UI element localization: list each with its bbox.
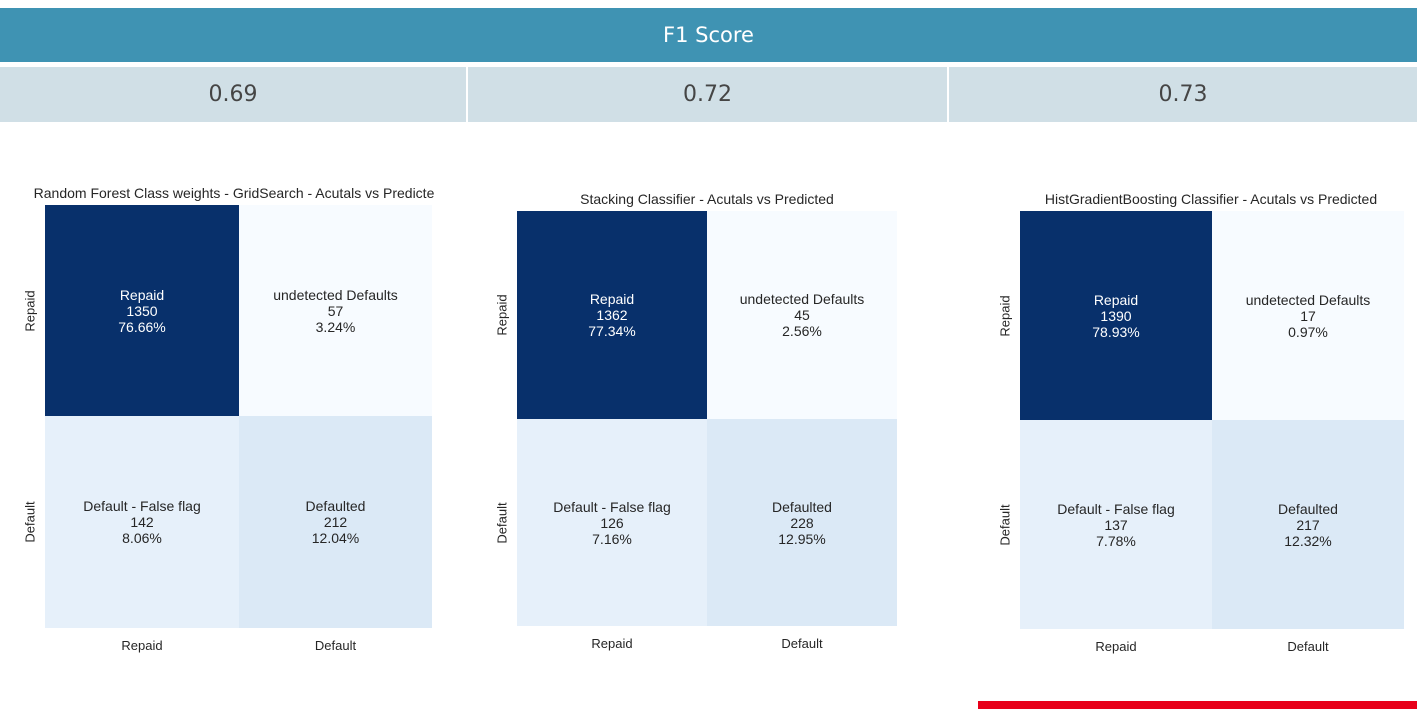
heatmap-cell: undetected Defaults 17 0.97% bbox=[1212, 211, 1404, 420]
x-tick-label: Repaid bbox=[121, 638, 163, 653]
heatmap-cell: undetected Defaults 57 3.24% bbox=[239, 205, 432, 416]
x-tick-label: Repaid bbox=[1095, 639, 1137, 654]
cell-percent: 12.04% bbox=[311, 530, 360, 546]
heatmap-cell: Defaulted 228 12.95% bbox=[707, 419, 897, 626]
heatmap-cell: Default - False flag 126 7.16% bbox=[517, 419, 707, 626]
highlight-underline bbox=[978, 701, 1417, 709]
cell-percent: 0.97% bbox=[1288, 323, 1328, 340]
cell-percent: 77.34% bbox=[588, 323, 636, 339]
cell-label: Repaid bbox=[589, 291, 635, 307]
cell-label: Default - False flag bbox=[1057, 500, 1175, 517]
cell-count: 1362 bbox=[596, 307, 628, 323]
y-tick-label: Default bbox=[22, 501, 38, 543]
cell-count: 217 bbox=[1296, 516, 1320, 533]
cell-label: Defaulted bbox=[305, 498, 366, 514]
header-title: F1 Score bbox=[663, 23, 754, 47]
heatmap-cell: undetected Defaults 45 2.56% bbox=[707, 211, 897, 419]
cell-percent: 76.66% bbox=[118, 318, 166, 335]
cell-label: undetected Defaults bbox=[739, 291, 865, 307]
chart-title: Stacking Classifier - Acutals vs Predict… bbox=[580, 191, 834, 207]
cell-percent: 3.24% bbox=[315, 318, 356, 335]
x-tick-label: Default bbox=[1287, 639, 1329, 654]
cell-label: Defaulted bbox=[1278, 500, 1338, 517]
cell-label: Defaulted bbox=[772, 498, 832, 515]
cell-percent: 7.78% bbox=[1096, 532, 1136, 549]
heatmap-cell: Repaid 1362 77.34% bbox=[517, 211, 707, 419]
cell-count: 228 bbox=[790, 514, 814, 531]
y-tick-label: Default bbox=[494, 501, 510, 544]
cell-label: Default - False flag bbox=[83, 498, 201, 514]
score-cell-random-forest: 0.69 bbox=[0, 67, 466, 122]
cell-count: 212 bbox=[323, 514, 348, 530]
score-cell-histgradientboosting: 0.73 bbox=[949, 67, 1417, 122]
heatmap-cell: Default - False flag 142 8.06% bbox=[45, 416, 239, 628]
cell-count: 142 bbox=[130, 514, 154, 530]
heatmap-cell: Defaulted 217 12.32% bbox=[1212, 420, 1404, 629]
heatmap-cell: Repaid 1390 78.93% bbox=[1020, 211, 1212, 420]
x-tick-label: Default bbox=[781, 636, 823, 651]
y-tick-label: Default bbox=[997, 503, 1013, 546]
cell-percent: 12.32% bbox=[1284, 532, 1332, 549]
cell-label: Default - False flag bbox=[553, 498, 671, 515]
cell-percent: 78.93% bbox=[1092, 323, 1140, 340]
chart-title: HistGradientBoosting Classifier - Acutal… bbox=[1044, 191, 1378, 207]
cell-count: 17 bbox=[1300, 307, 1316, 324]
cell-count: 1390 bbox=[1100, 307, 1132, 324]
x-tick-label: Default bbox=[314, 638, 357, 653]
cell-percent: 12.95% bbox=[778, 530, 826, 547]
f1-score-header: F1 Score bbox=[0, 8, 1417, 62]
cell-percent: 2.56% bbox=[782, 323, 822, 339]
y-tick-label: Repaid bbox=[494, 294, 510, 336]
cell-label: undetected Defaults bbox=[1245, 291, 1371, 308]
heatmap-cell: Defaulted 212 12.04% bbox=[239, 416, 432, 628]
cell-count: 57 bbox=[327, 302, 344, 319]
cell-label: Repaid bbox=[119, 286, 165, 303]
x-tick-label: Repaid bbox=[591, 636, 633, 651]
score-row: 0.69 0.72 0.73 bbox=[0, 67, 1417, 122]
cell-percent: 8.06% bbox=[122, 530, 162, 546]
chart-title: Random Forest Class weights - GridSearch… bbox=[33, 185, 435, 201]
cell-count: 1350 bbox=[126, 302, 158, 319]
cell-count: 45 bbox=[794, 307, 810, 323]
y-tick-label: Repaid bbox=[997, 294, 1013, 337]
cell-label: undetected Defaults bbox=[273, 286, 398, 303]
cell-count: 126 bbox=[600, 514, 624, 531]
cell-count: 137 bbox=[1104, 516, 1128, 533]
cell-label: Repaid bbox=[1093, 291, 1139, 308]
heatmap-cell: Repaid 1350 76.66% bbox=[45, 205, 239, 416]
cell-percent: 7.16% bbox=[592, 530, 632, 547]
score-cell-stacking: 0.72 bbox=[468, 67, 947, 122]
heatmap-cell: Default - False flag 137 7.78% bbox=[1020, 420, 1212, 629]
y-tick-label: Repaid bbox=[22, 289, 38, 332]
